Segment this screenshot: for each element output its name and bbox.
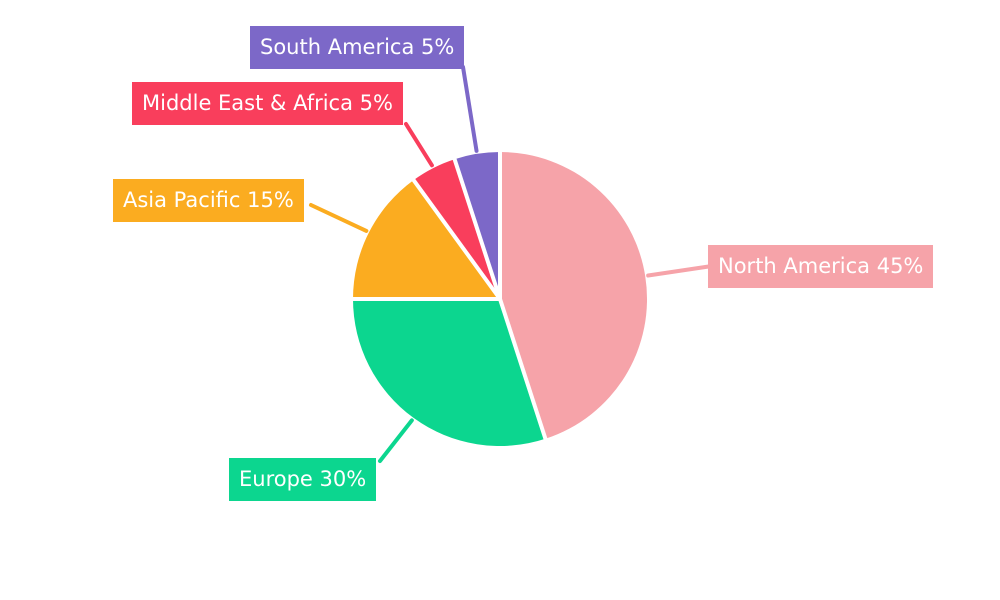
slice-label-south-america: South America 5% xyxy=(250,26,465,69)
slice-gap-line xyxy=(452,157,502,300)
slice-gap-line xyxy=(411,178,502,301)
slice-label-europe: Europe 30% xyxy=(229,458,377,501)
leader-line-asia-pacific xyxy=(309,203,369,233)
pie-slice-europe xyxy=(353,299,546,447)
leader-line-north-america xyxy=(646,264,714,278)
leader-line-middle-east-africa xyxy=(404,122,434,168)
slice-gap-line xyxy=(498,298,548,441)
leader-line-south-america xyxy=(461,65,479,153)
slice-label-middle-east-africa: Middle East & Africa 5% xyxy=(132,82,403,125)
pie-slice-middle-east-africa xyxy=(413,159,500,299)
pie-slice-north-america xyxy=(500,151,648,439)
slice-label-north-america: North America 45% xyxy=(708,245,934,288)
leader-line-europe xyxy=(378,418,414,463)
pie-slice-asia-pacific xyxy=(353,180,500,299)
slice-label-asia-pacific: Asia Pacific 15% xyxy=(113,179,304,222)
